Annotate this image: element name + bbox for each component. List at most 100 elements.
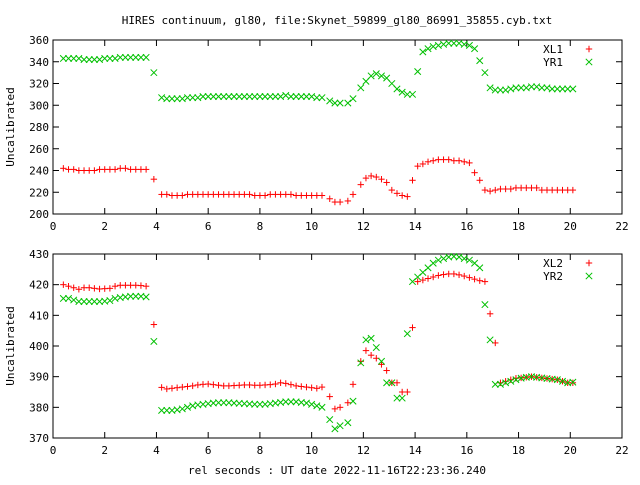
data-point <box>261 192 269 199</box>
data-point <box>455 157 463 164</box>
data-point <box>287 92 295 101</box>
data-point <box>393 379 401 386</box>
data-point <box>388 379 396 387</box>
data-point <box>163 406 171 414</box>
data-point <box>287 398 295 406</box>
data-point <box>199 92 207 101</box>
data-point <box>372 343 380 352</box>
data-point <box>393 394 401 402</box>
data-point <box>367 334 375 342</box>
data-point <box>398 394 406 402</box>
data-point <box>404 388 411 396</box>
data-point <box>122 165 129 172</box>
data-point <box>349 95 357 103</box>
data-point <box>214 92 223 101</box>
data-point <box>476 177 483 184</box>
x-tick-label: 18 <box>512 444 525 457</box>
data-point <box>80 56 88 64</box>
series-YR2 <box>59 252 577 433</box>
data-point <box>158 406 166 414</box>
data-point <box>414 67 422 76</box>
data-point <box>59 54 67 63</box>
data-point <box>179 383 186 391</box>
data-point <box>111 283 119 290</box>
data-point <box>132 292 140 300</box>
data-point <box>445 39 453 47</box>
legend-marker <box>585 259 593 267</box>
data-point <box>282 380 289 387</box>
data-point <box>460 255 468 263</box>
data-point <box>481 301 489 309</box>
data-point <box>106 285 114 292</box>
data-point <box>246 191 253 198</box>
data-point <box>569 378 577 386</box>
data-point <box>383 379 391 387</box>
data-point <box>398 192 406 199</box>
data-point <box>184 383 191 390</box>
x-tick-label: 10 <box>305 444 318 457</box>
data-point <box>388 186 396 194</box>
data-point <box>533 184 540 192</box>
data-point <box>297 92 305 101</box>
y-tick-label: 370 <box>29 432 49 445</box>
data-point <box>507 185 514 193</box>
data-point <box>292 92 300 101</box>
data-point <box>373 173 380 181</box>
data-point <box>512 84 520 92</box>
data-point <box>383 367 390 374</box>
data-point <box>137 53 145 61</box>
legend-label: XL2 <box>543 257 563 270</box>
data-point <box>372 70 380 78</box>
data-point <box>64 294 73 303</box>
x-tick-label: 0 <box>50 220 57 233</box>
data-point <box>471 45 479 53</box>
data-point <box>318 94 326 102</box>
data-point <box>435 272 442 279</box>
data-point <box>471 275 478 283</box>
data-point <box>517 84 525 92</box>
y-axis-label: Uncalibrated <box>4 306 17 385</box>
data-point <box>344 99 352 107</box>
data-point <box>349 191 357 198</box>
x-tick-label: 14 <box>408 220 422 233</box>
data-point <box>336 198 344 206</box>
data-point <box>210 381 217 388</box>
data-point <box>163 385 170 393</box>
data-point <box>308 400 316 408</box>
data-point <box>424 45 432 53</box>
data-point <box>163 191 170 198</box>
data-point <box>132 53 140 61</box>
data-point <box>481 186 489 194</box>
data-point <box>476 57 484 65</box>
data-point <box>331 405 339 413</box>
top-panel: 0 2 4 6 8 10 12 14 16 18 20 22 200 220 240 260 280 300 320… <box>4 34 629 233</box>
x-tick-label: 14 <box>408 444 422 457</box>
data-point <box>308 384 315 391</box>
data-point <box>271 92 279 101</box>
data-point <box>409 177 416 184</box>
data-point <box>439 255 448 263</box>
data-point <box>403 330 411 338</box>
data-point <box>90 297 98 306</box>
x-tick-label: 8 <box>257 444 264 457</box>
y-tick-label: 420 <box>29 279 49 292</box>
data-point <box>266 92 274 101</box>
data-point <box>189 94 197 102</box>
data-point <box>183 403 192 411</box>
data-point <box>538 84 546 92</box>
legend-label: YR1 <box>543 56 563 69</box>
data-point <box>75 297 83 306</box>
data-point <box>127 53 135 61</box>
data-point <box>465 41 473 49</box>
legend-marker <box>585 45 593 53</box>
legend-marker <box>585 58 593 66</box>
data-point <box>450 270 458 278</box>
y-tick-label: 400 <box>29 340 49 353</box>
x-tick-label: 22 <box>615 220 628 233</box>
data-point <box>357 359 365 367</box>
data-point <box>419 160 427 168</box>
data-point <box>344 197 352 205</box>
data-point <box>434 256 442 264</box>
y-tick-label: 430 <box>29 248 49 261</box>
data-point <box>548 85 556 93</box>
